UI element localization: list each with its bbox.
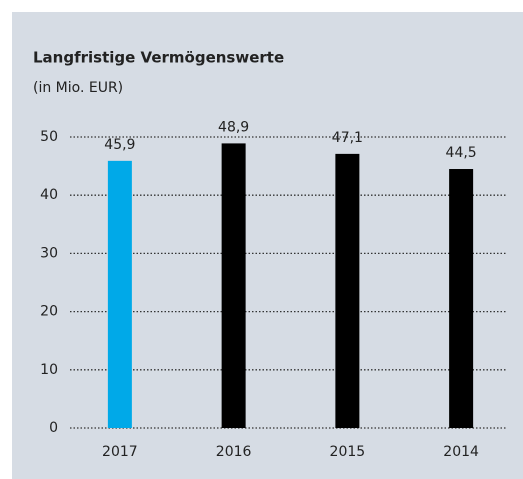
bar (221, 143, 246, 429)
value-label: 45,9 (104, 137, 135, 153)
bar (107, 160, 132, 428)
x-tick-label: 2014 (443, 444, 479, 460)
y-tick-label: 10 (40, 362, 58, 378)
x-tick-label: 2017 (102, 444, 138, 460)
y-tick-label: 40 (40, 187, 58, 203)
y-tick-label: 0 (49, 420, 58, 436)
y-tick-label: 50 (40, 129, 58, 145)
value-label: 48,9 (218, 119, 249, 135)
value-label: 47,1 (332, 130, 363, 146)
chart-subtitle: (in Mio. EUR) (33, 80, 123, 96)
value-label: 44,5 (446, 145, 477, 161)
bar (449, 169, 474, 428)
chart-title: Langfristige Vermögenswerte (33, 49, 284, 67)
y-tick-label: 30 (40, 245, 58, 261)
y-tick-label: 20 (40, 304, 58, 320)
bar (335, 153, 360, 429)
panel (12, 12, 523, 479)
x-tick-label: 2015 (330, 444, 366, 460)
x-tick-label: 2016 (216, 444, 252, 460)
